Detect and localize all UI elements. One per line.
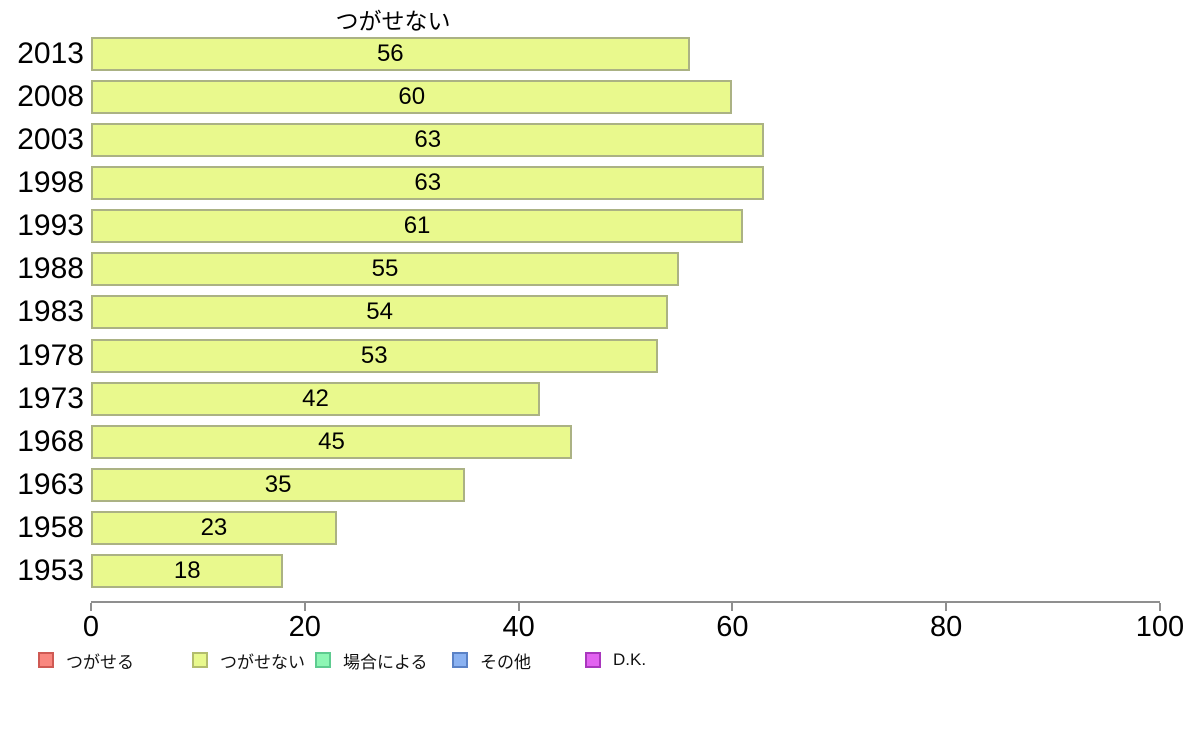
chart-row: 1968 45 — [17, 424, 1160, 459]
legend-item: つがせない — [192, 649, 305, 672]
legend-item: つがせる — [38, 649, 134, 672]
x-axis-tick-label: 20 — [288, 611, 321, 643]
chart-row: 1963 35 — [17, 467, 1160, 502]
legend-swatch-icon — [38, 652, 54, 668]
y-axis-label: 2013 — [17, 37, 84, 70]
bar: 18 — [91, 553, 284, 588]
y-axis-label: 1983 — [17, 295, 84, 329]
y-axis-label: 2008 — [17, 80, 84, 114]
bar: 45 — [91, 424, 573, 459]
bar-value-label: 55 — [371, 255, 399, 283]
bar-value-label: 45 — [318, 427, 345, 455]
y-axis-label: 1963 — [17, 467, 84, 501]
bar: 61 — [91, 209, 744, 244]
bar: 42 — [91, 381, 540, 416]
chart-row: 1973 42 — [17, 381, 1160, 416]
bar: 63 — [91, 123, 765, 158]
bar-value-label: 63 — [414, 126, 442, 154]
chart-row: 2003 63 — [17, 123, 1160, 158]
bar: 23 — [91, 510, 337, 545]
y-axis-label: 1988 — [17, 252, 84, 286]
y-axis-label: 1998 — [17, 166, 84, 200]
legend-label: その他 — [480, 652, 531, 672]
x-axis: 0 20 40 60 80 100 — [83, 601, 1184, 642]
x-axis-tick — [945, 603, 948, 611]
legend-label: 場合による — [343, 652, 428, 672]
y-axis-label: 1953 — [17, 553, 84, 587]
x-axis-tick — [303, 603, 306, 611]
legend: つがせる つがせない 場合による その他 D.K. — [0, 649, 1188, 673]
bar: 35 — [91, 467, 466, 502]
bar: 56 — [91, 37, 690, 71]
bar: 55 — [91, 252, 679, 287]
chart-row: 1998 63 — [17, 166, 1160, 201]
y-axis-label: 1968 — [17, 424, 84, 458]
bar: 60 — [91, 80, 733, 115]
legend-item: その他 — [452, 649, 531, 672]
bar-value-label: 53 — [360, 341, 388, 369]
chart-row: 1988 55 — [17, 252, 1160, 287]
legend-item: 場合による — [315, 649, 428, 672]
x-axis-tick — [90, 603, 92, 611]
legend-swatch-icon — [192, 652, 208, 668]
bar-value-label: 42 — [302, 384, 329, 412]
y-axis-label: 1978 — [17, 338, 84, 372]
y-axis-label: 2003 — [17, 123, 84, 157]
bar-value-label: 18 — [173, 556, 201, 584]
x-axis-tick-label: 100 — [1135, 611, 1185, 643]
bar-value-label: 60 — [398, 83, 426, 111]
x-axis-tick — [1159, 603, 1161, 611]
x-axis-tick-label: 80 — [930, 611, 963, 643]
legend-label: D.K. — [613, 650, 647, 669]
legend-label: つがせる — [66, 652, 134, 672]
legend-swatch-icon — [452, 652, 468, 668]
bar-value-label: 56 — [376, 40, 404, 67]
bar-value-label: 35 — [264, 470, 292, 498]
chart-row: 1953 18 — [17, 553, 1160, 588]
bar: 53 — [91, 338, 658, 373]
x-axis-tick-label: 40 — [502, 611, 535, 643]
legend-swatch-icon — [585, 652, 601, 668]
legend-swatch-icon — [315, 652, 331, 668]
x-axis-tick — [517, 603, 520, 611]
x-axis-tick-label: 60 — [716, 611, 749, 643]
chart-row: 1983 54 — [17, 295, 1160, 330]
chart-title: つがせない — [335, 8, 451, 34]
bar-value-label: 61 — [403, 212, 431, 240]
chart-row: 1958 23 — [17, 510, 1160, 545]
bar-value-label: 63 — [414, 169, 442, 197]
legend-label: つがせない — [220, 652, 305, 672]
bar-value-label: 23 — [200, 513, 228, 541]
chart-row: 2008 60 — [17, 80, 1160, 115]
plot-area: 2013 56 2008 60 2003 63 1998 63 1993 61 1988 55 1983… — [17, 37, 1160, 588]
x-axis-tick-label: 0 — [82, 611, 100, 643]
chart-row: 1978 53 — [17, 338, 1160, 373]
bar: 63 — [91, 166, 765, 201]
legend-item: D.K. — [585, 649, 646, 671]
chart-row: 1993 61 — [17, 209, 1160, 244]
x-axis-tick — [731, 603, 734, 611]
y-axis-label: 1958 — [17, 510, 84, 544]
bar: 54 — [91, 295, 669, 330]
bar-value-label: 54 — [366, 298, 393, 326]
chart-row: 2013 56 — [17, 37, 1160, 71]
y-axis-label: 1993 — [17, 209, 84, 243]
y-axis-label: 1973 — [17, 381, 84, 415]
